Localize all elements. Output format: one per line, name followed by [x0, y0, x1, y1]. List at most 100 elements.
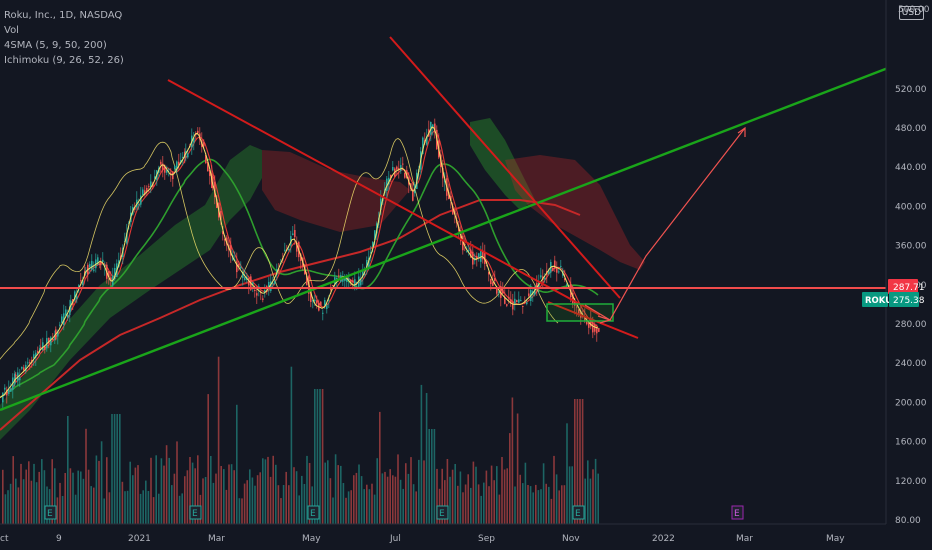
volume-bar — [295, 471, 298, 524]
candle-body — [138, 204, 140, 206]
candle-body — [588, 323, 590, 328]
legend-ichimoku[interactable]: Ichimoku (9, 26, 52, 26) — [4, 55, 124, 66]
volume-bar — [571, 466, 573, 524]
red-trendline-3 — [547, 301, 639, 339]
candle-body — [134, 206, 136, 210]
volume-bar — [368, 489, 371, 524]
candle-body — [82, 280, 84, 286]
candle-body — [502, 289, 504, 294]
candle-body — [496, 288, 498, 294]
volume-bar — [82, 478, 85, 524]
candle-body — [97, 257, 99, 265]
volume-bar — [457, 485, 459, 524]
candle-body — [4, 387, 6, 390]
volume-bar — [69, 468, 72, 524]
y-tick-label: 440.00 — [895, 163, 927, 173]
volume-bar — [72, 472, 74, 524]
volume-bar — [522, 483, 524, 524]
legend-sma[interactable]: 4SMA (5, 9, 50, 200) — [4, 40, 107, 51]
candle-body — [392, 167, 394, 171]
volume-bar — [509, 433, 511, 524]
volume-bar — [56, 497, 59, 524]
candle-body — [564, 278, 566, 281]
candle-body — [362, 270, 364, 277]
candle-body — [74, 291, 76, 301]
volume-bar — [184, 476, 186, 524]
volume-bar — [28, 461, 30, 524]
volume-bar — [314, 389, 316, 524]
candle-body — [166, 170, 168, 173]
candle-body — [300, 254, 302, 261]
candle-body — [468, 249, 470, 251]
candle-body — [374, 230, 376, 240]
volume-bar — [436, 468, 438, 524]
candle-body — [390, 174, 392, 178]
candle-body — [91, 260, 93, 270]
volume-bar — [256, 475, 259, 524]
candle-body — [126, 232, 128, 244]
volume-bar — [425, 393, 428, 524]
volume-bar — [176, 441, 178, 524]
volume-bar — [366, 484, 368, 524]
candle-body — [452, 206, 454, 215]
sma-50-line — [0, 158, 599, 399]
candle-body — [23, 367, 25, 371]
volume-bar — [93, 487, 95, 524]
volume-bar — [145, 480, 147, 524]
candle-body — [536, 283, 538, 289]
candle-body — [19, 377, 21, 381]
candle-body — [258, 286, 260, 288]
currency-button[interactable]: USD — [898, 6, 924, 20]
y-tick-label: 200.00 — [895, 398, 927, 408]
candle-body — [224, 239, 226, 241]
candle-body — [296, 243, 298, 252]
volume-bar — [228, 464, 230, 524]
volume-bar — [113, 414, 116, 524]
candle-body — [400, 165, 402, 171]
candle-body — [212, 177, 214, 188]
candle-body — [364, 274, 366, 276]
volume-bar — [579, 399, 581, 524]
candle-body — [42, 342, 44, 351]
volume-bar — [272, 455, 274, 524]
candle-body — [178, 161, 180, 166]
candle-body — [264, 290, 266, 293]
y-tick-label-top: 500.00 — [898, 5, 930, 15]
last-price-label: 275.38 — [893, 296, 925, 306]
candle-body — [203, 142, 205, 147]
candle-body — [576, 306, 578, 308]
candle-body — [338, 275, 340, 277]
legend-symbol[interactable]: Roku, Inc., 1D, NASDAQ — [4, 10, 123, 21]
volume-bar — [441, 468, 443, 524]
volume-bar — [119, 414, 121, 524]
candle-body — [148, 186, 150, 188]
volume-bar — [384, 471, 386, 524]
candle-body — [516, 300, 518, 303]
volume-bar — [329, 478, 332, 524]
volume-bar — [251, 477, 254, 524]
candle-body — [52, 339, 54, 341]
candle-body — [238, 264, 240, 268]
y-tick-label: 360.00 — [895, 242, 927, 252]
candle-body — [476, 255, 478, 260]
volume-bar — [306, 455, 308, 524]
volume-bar — [488, 486, 490, 524]
volume-bar — [212, 482, 215, 524]
candle-body — [322, 312, 324, 314]
volume-bar — [108, 492, 111, 524]
volume-bar — [285, 471, 287, 524]
candle-body — [222, 231, 224, 234]
legend-volume[interactable]: Vol — [4, 25, 19, 36]
ichimoku-cloud-1 — [262, 150, 410, 232]
x-tick-label: Mar — [736, 534, 753, 544]
volume-bar — [340, 465, 342, 524]
candle-body — [504, 297, 506, 304]
candle-body — [594, 323, 596, 332]
x-tick-label: May — [826, 534, 845, 544]
candle-body — [174, 165, 176, 170]
candle-body — [254, 290, 256, 291]
x-tick-label: 2021 — [128, 534, 151, 544]
candle-body — [336, 278, 338, 280]
